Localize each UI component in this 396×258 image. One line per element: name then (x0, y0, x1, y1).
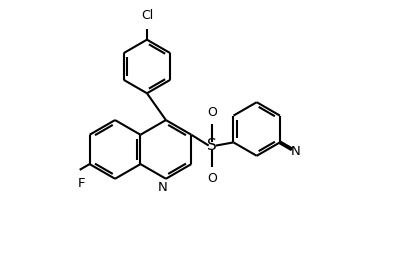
Text: O: O (207, 172, 217, 186)
Text: S: S (207, 138, 217, 153)
Text: N: N (291, 145, 301, 158)
Text: N: N (158, 181, 168, 194)
Text: O: O (207, 106, 217, 119)
Text: Cl: Cl (141, 9, 153, 22)
Text: F: F (77, 177, 85, 190)
